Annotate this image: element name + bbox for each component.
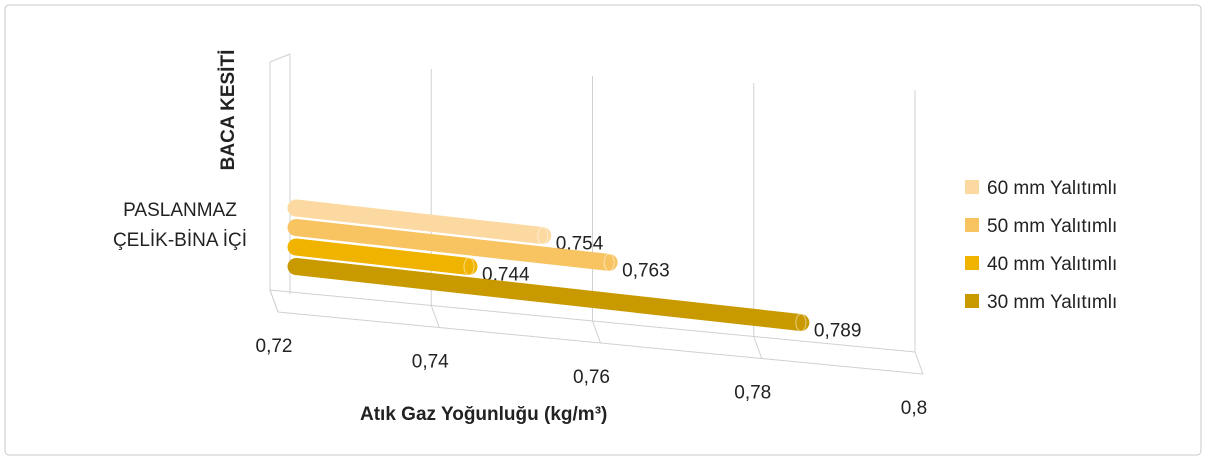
bar-cap: [795, 313, 807, 332]
legend-label: 50 mm Yalıtımlı: [987, 216, 1117, 237]
bar: [287, 219, 618, 271]
x-tick-label: 0,74: [412, 352, 449, 373]
grid-line: [592, 320, 601, 344]
legend-swatch: [965, 218, 979, 232]
value-label: 0,789: [814, 321, 862, 342]
bar-cap: [463, 257, 475, 276]
legend-swatch: [965, 294, 979, 308]
legend-label: 60 mm Yalıtımlı: [987, 178, 1117, 199]
bar-cap: [537, 226, 549, 245]
grid-line: [269, 289, 279, 313]
bar: [287, 238, 478, 275]
legend-label: 40 mm Yalıtımlı: [987, 254, 1117, 275]
legend-swatch: [965, 256, 979, 270]
x-tick-label: 0,78: [734, 383, 771, 404]
wall-edge: [269, 53, 291, 63]
chart-border: [4, 4, 1202, 456]
legend-label: 30 mm Yalıtımlı: [987, 292, 1117, 313]
bar-cap: [603, 253, 615, 272]
y-axis-title: BACA KESİTİ: [218, 50, 239, 171]
grid-line: [753, 336, 763, 359]
value-label: 0,763: [622, 260, 670, 281]
category-label: PASLANMAZ ÇELİK-BİNA İÇİ: [112, 200, 248, 251]
legend-swatch: [965, 180, 979, 194]
bar: [287, 199, 552, 245]
grid-line: [430, 305, 440, 328]
grid-line: [914, 351, 924, 375]
x-axis-title: Atık Gaz Yoğunluğu (kg/m³): [360, 404, 607, 425]
x-tick-label: 0,8: [901, 398, 927, 419]
x-tick-label: 0,76: [573, 367, 610, 388]
bar: [287, 258, 810, 332]
x-tick-label: 0,72: [256, 336, 293, 357]
